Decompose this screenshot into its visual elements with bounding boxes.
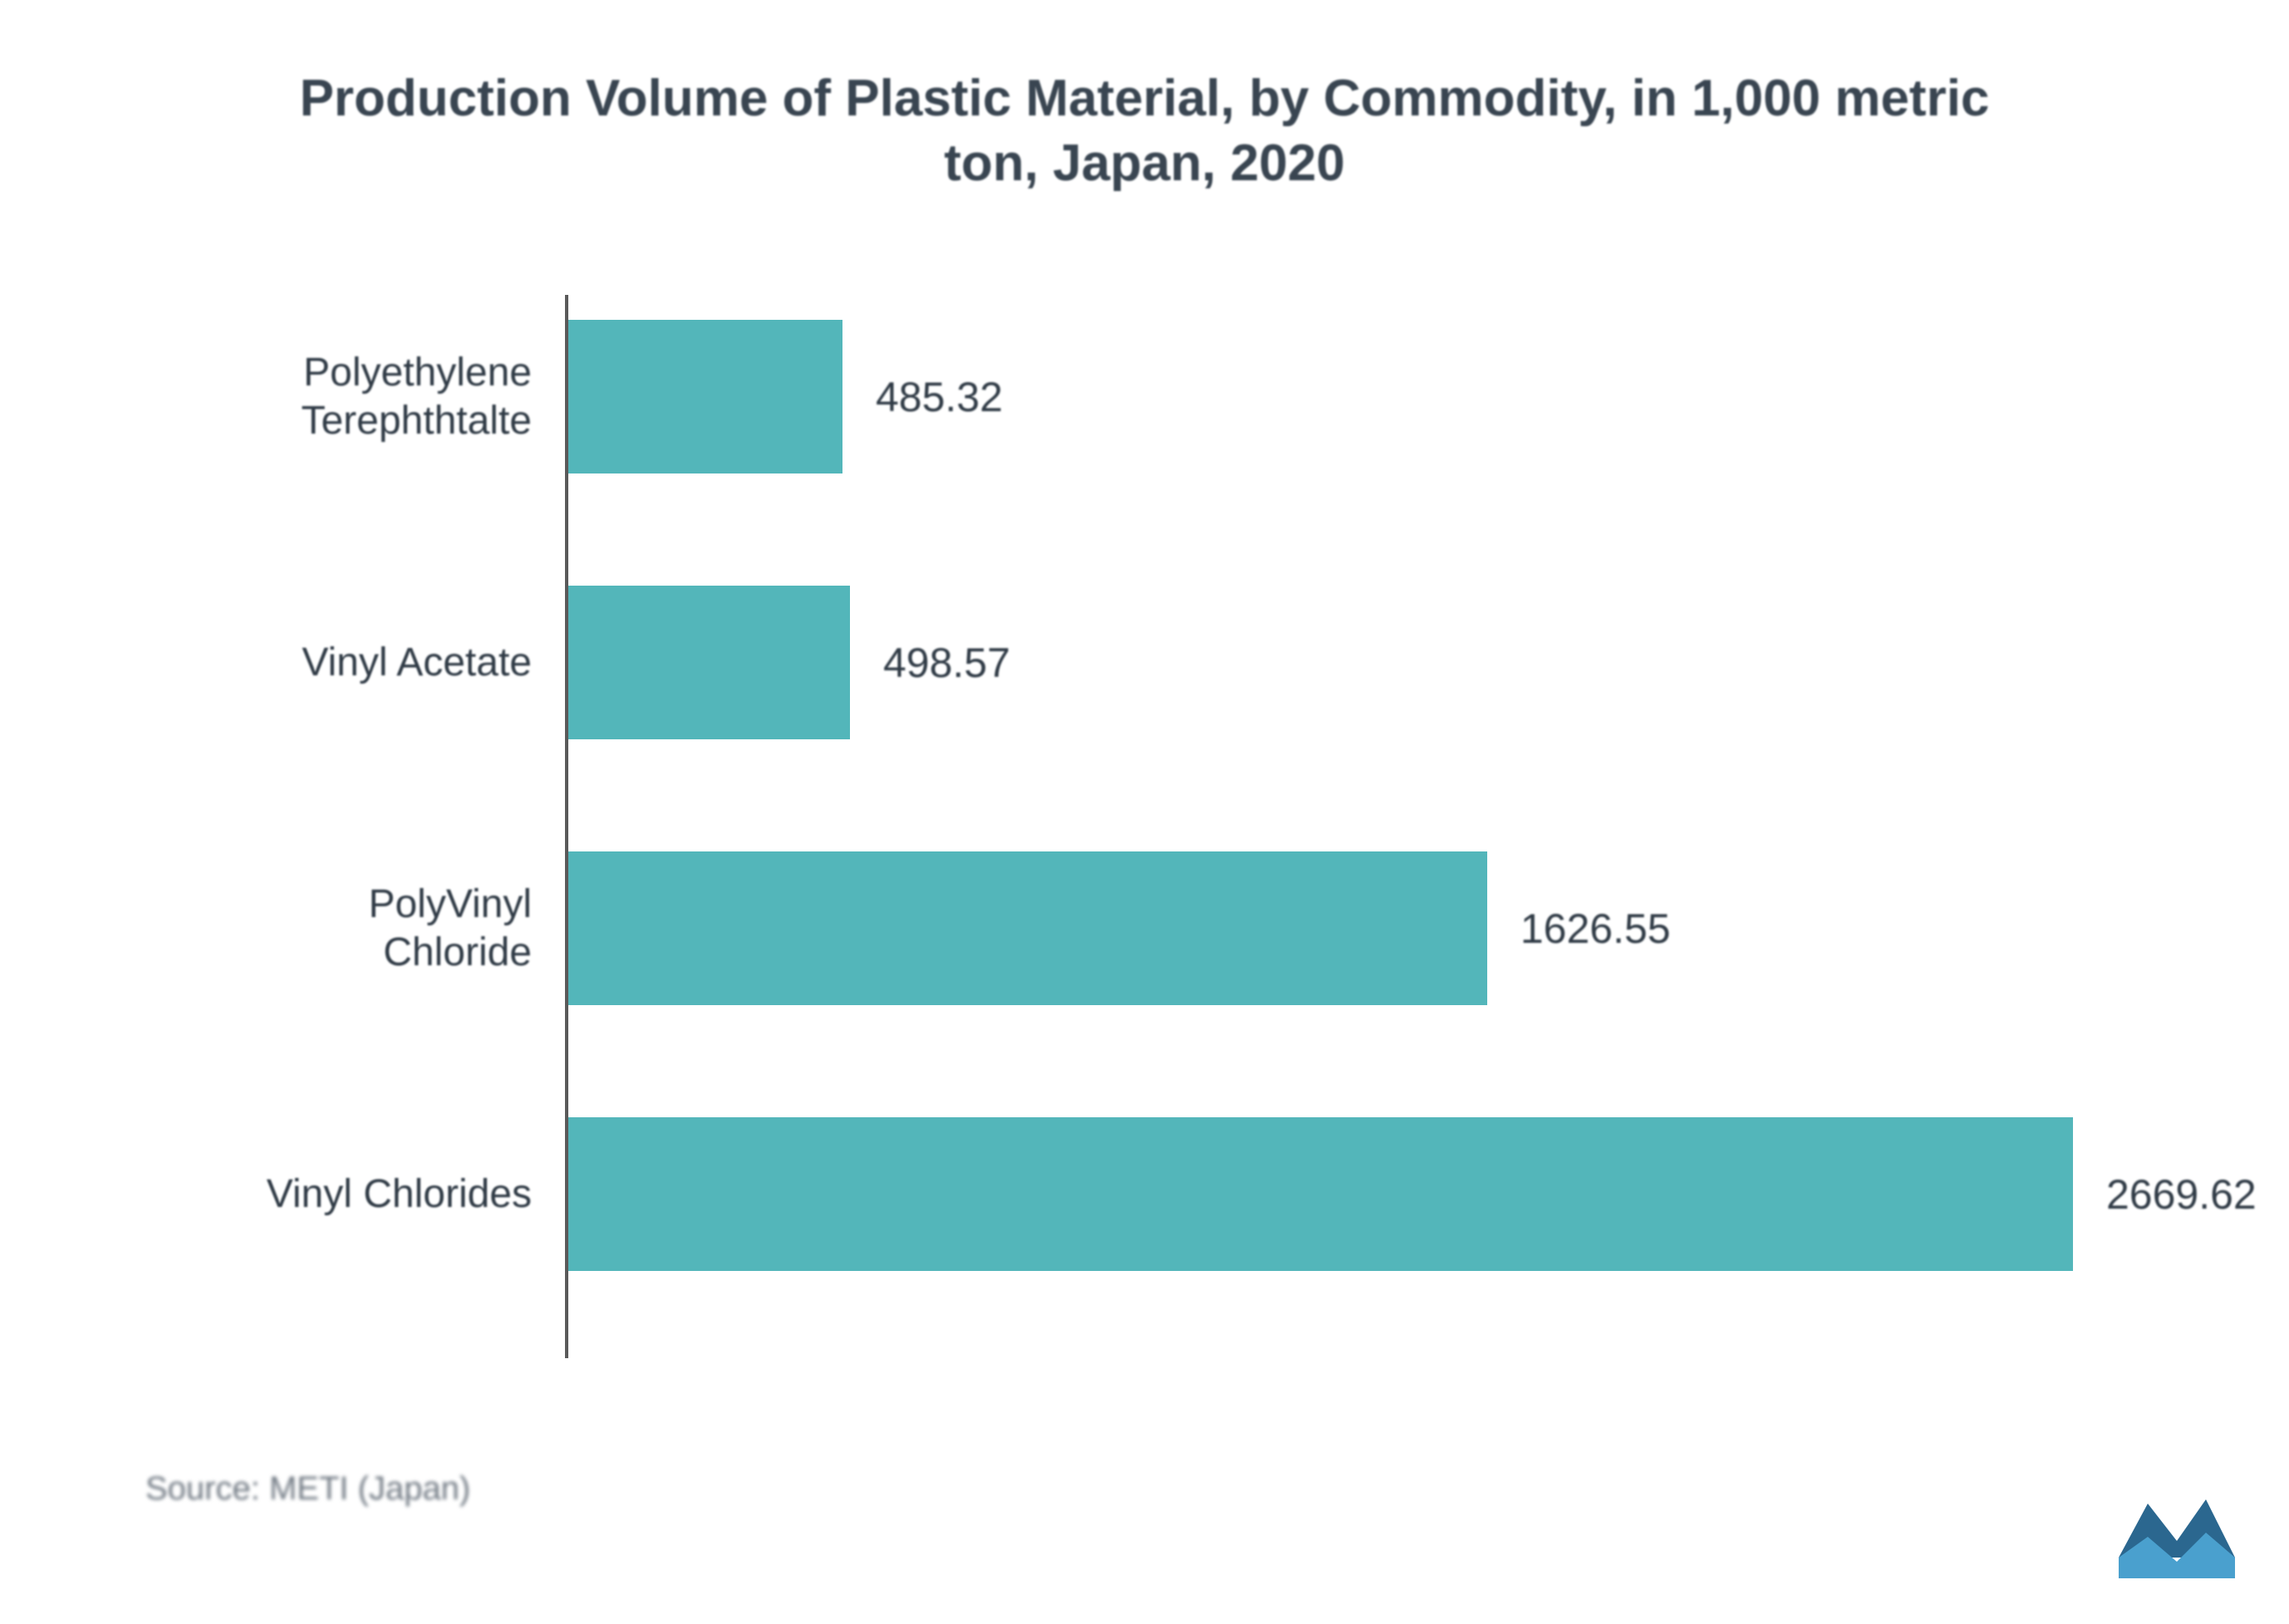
bar: 2669.62 xyxy=(568,1117,2073,1271)
plot-area: Polyethylene Terephthtalte 485.32 Vinyl … xyxy=(565,295,2073,1358)
value-label: 1626.55 xyxy=(1487,905,1671,953)
value-label: 485.32 xyxy=(842,373,1003,421)
bar-row: Vinyl Chlorides 2669.62 xyxy=(565,1117,2073,1271)
chart-title: Production Volume of Plastic Material, b… xyxy=(273,66,2017,195)
bar: 485.32 xyxy=(568,320,842,473)
value-label: 2669.62 xyxy=(2073,1170,2257,1219)
bar: 1626.55 xyxy=(568,851,1487,1005)
bar-row: PolyVinyl Chloride 1626.55 xyxy=(565,851,2073,1005)
bar: 498.57 xyxy=(568,586,850,739)
mordor-logo-icon xyxy=(2115,1491,2239,1582)
category-label: PolyVinyl Chloride xyxy=(133,881,565,976)
value-label: 498.57 xyxy=(850,639,1010,687)
category-label: Polyethylene Terephthtalte xyxy=(133,349,565,444)
chart-container: Production Volume of Plastic Material, b… xyxy=(0,0,2289,1624)
bar-row: Vinyl Acetate 498.57 xyxy=(565,586,2073,739)
category-label: Vinyl Chlorides xyxy=(133,1170,565,1219)
bar-row: Polyethylene Terephthtalte 485.32 xyxy=(565,320,2073,473)
source-note: Source: METI (Japan) xyxy=(145,1470,470,1508)
category-label: Vinyl Acetate xyxy=(133,639,565,687)
